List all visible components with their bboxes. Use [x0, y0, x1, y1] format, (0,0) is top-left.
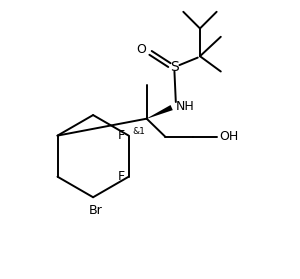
Text: OH: OH [219, 130, 238, 143]
Text: F: F [117, 170, 124, 183]
Text: NH: NH [176, 100, 195, 113]
Text: &1: &1 [132, 127, 145, 136]
Text: O: O [136, 43, 146, 56]
Polygon shape [147, 105, 173, 119]
Text: F: F [117, 129, 124, 142]
Text: Br: Br [89, 204, 103, 217]
Text: S: S [170, 60, 179, 74]
